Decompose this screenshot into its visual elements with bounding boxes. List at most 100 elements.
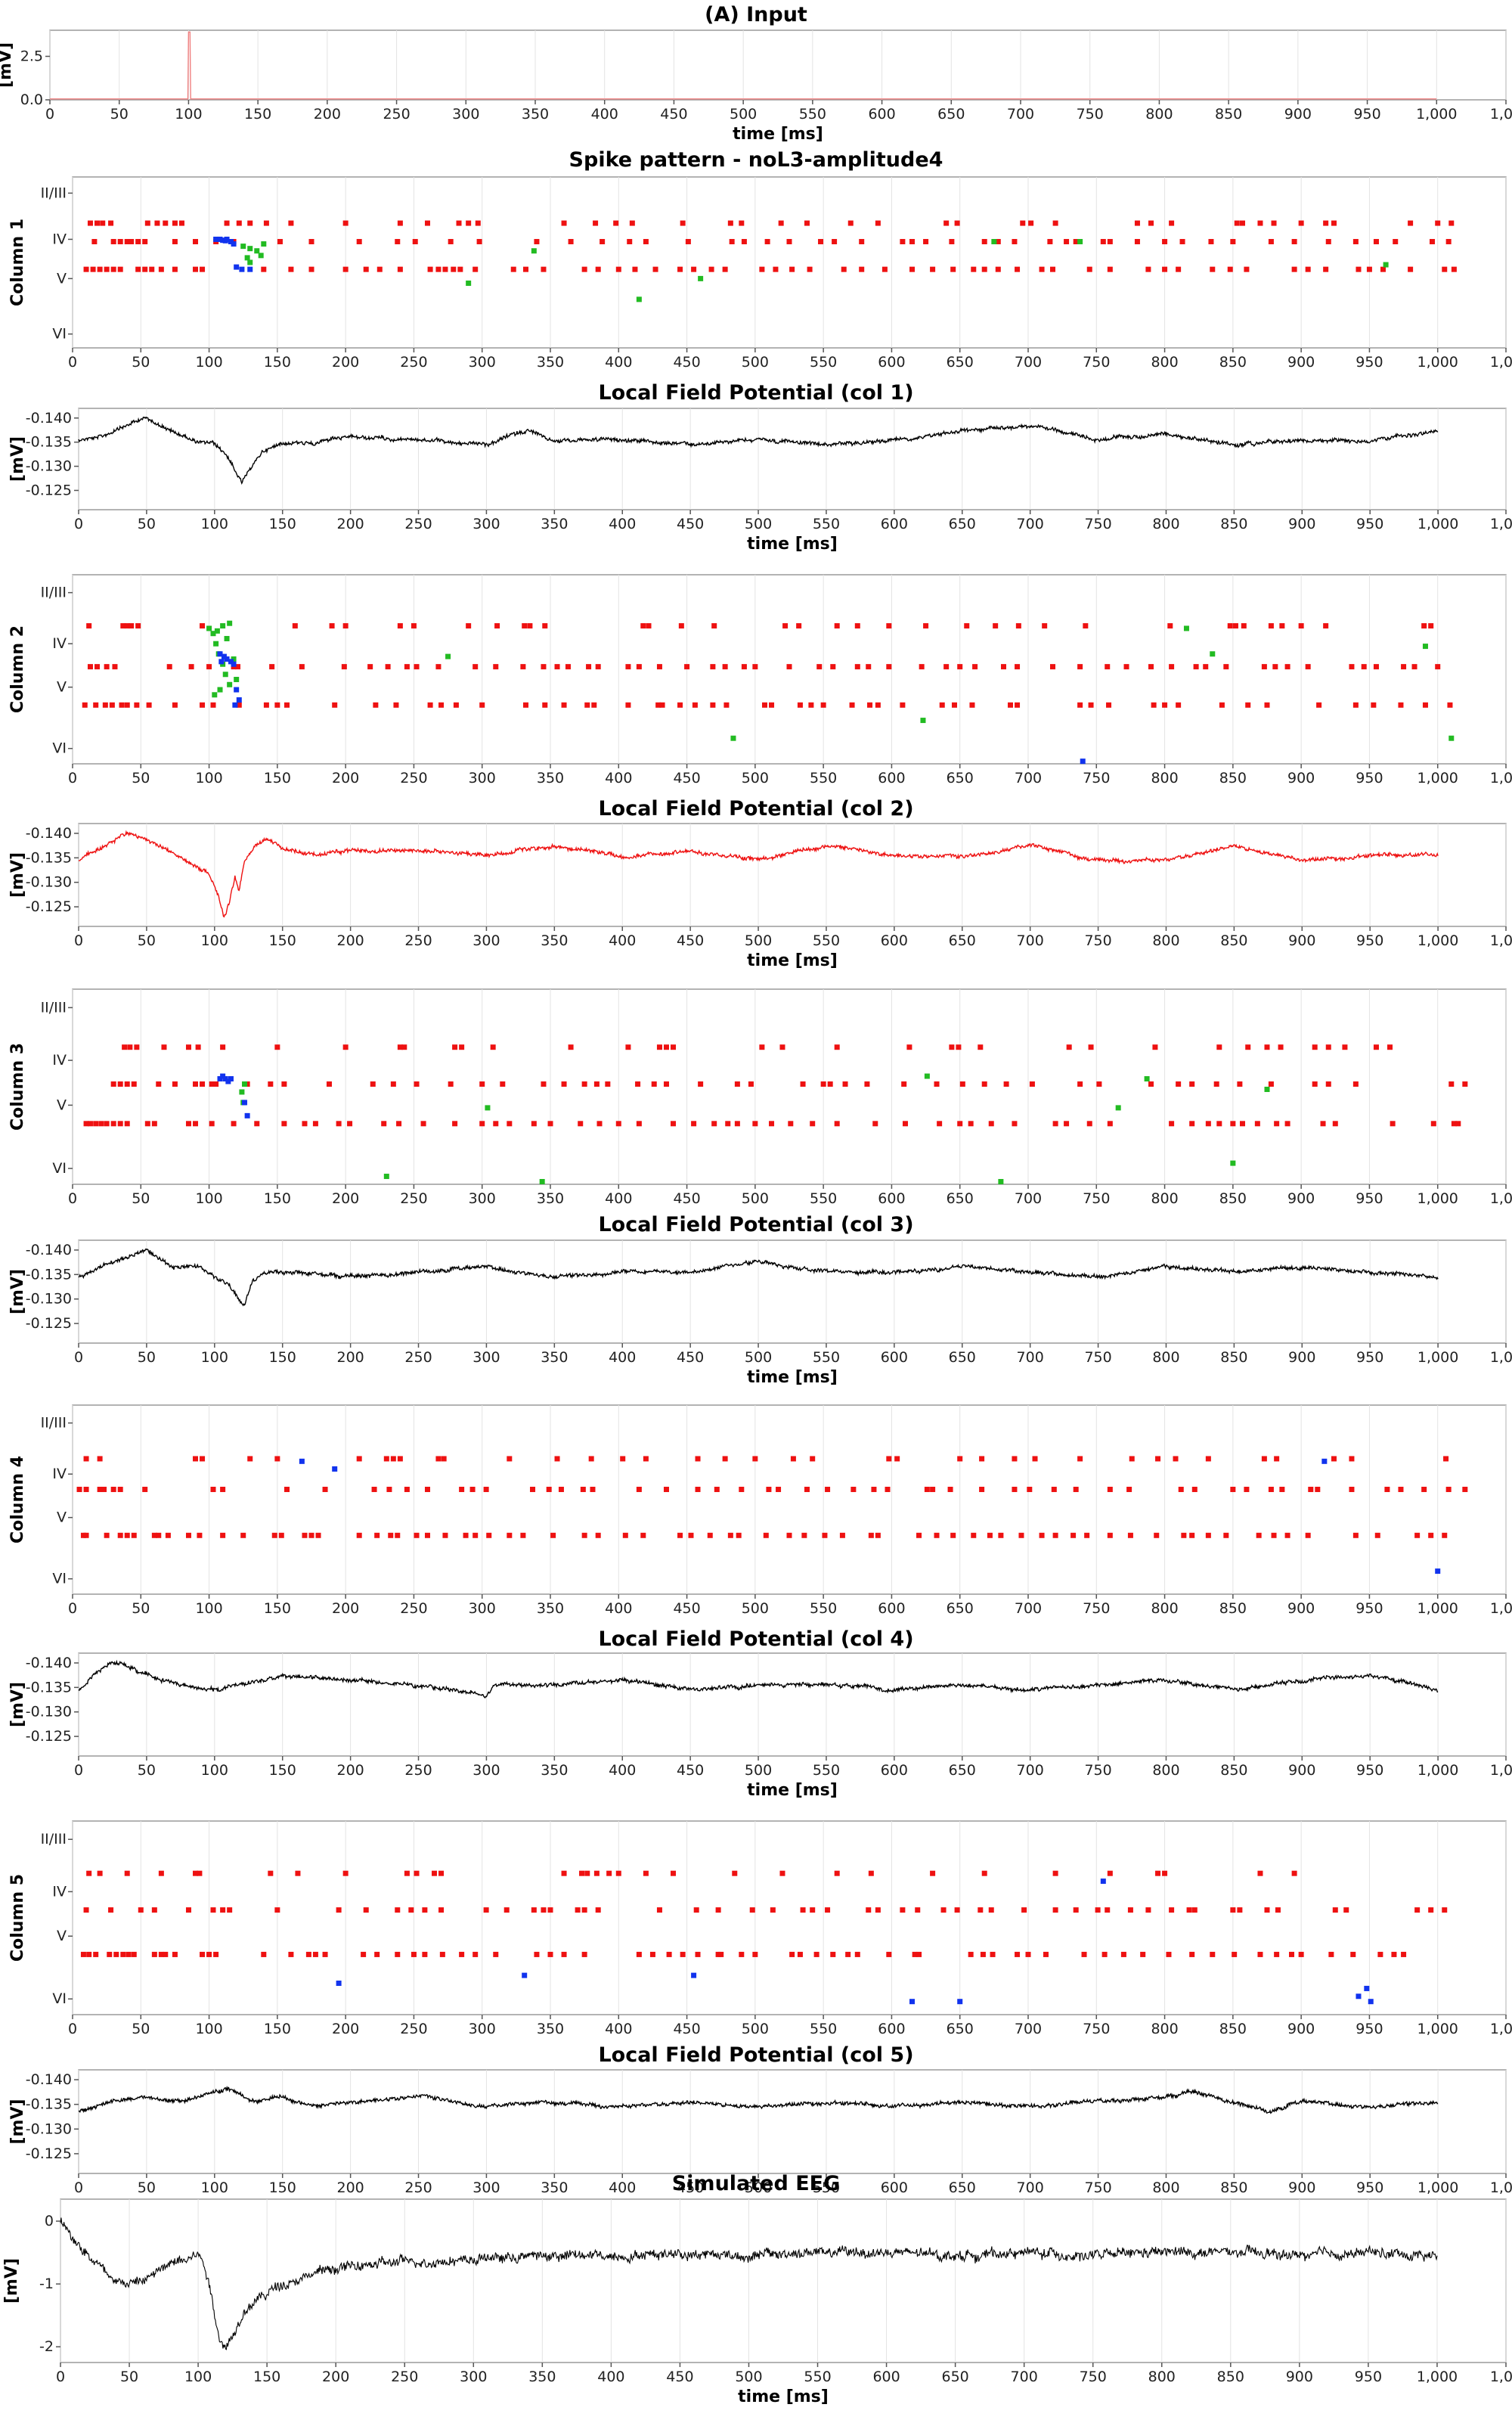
x-tick-label: 700 — [1011, 2369, 1038, 2385]
spike-point — [825, 1486, 831, 1492]
spike-point — [1323, 220, 1329, 226]
spike-point — [1189, 1951, 1195, 1957]
x-tick-label: 500 — [742, 1190, 769, 1207]
spike-point — [919, 664, 925, 670]
spike-point — [1305, 664, 1311, 670]
spike-point — [507, 1456, 513, 1462]
spike-point — [909, 266, 916, 272]
spike-point — [1308, 1486, 1314, 1492]
x-tick-label: 150 — [269, 1762, 296, 1779]
x-tick-label: 600 — [878, 2021, 905, 2037]
spike-point — [951, 702, 957, 708]
x-tick-label: 1,000 — [1418, 2021, 1458, 2037]
x-tick-label: 850 — [1219, 2021, 1247, 2037]
spike-point — [1274, 1456, 1280, 1462]
spike-point — [1230, 1121, 1236, 1127]
spike-point — [663, 1081, 669, 1087]
spike-point — [749, 1907, 755, 1913]
x-tick-label: 750 — [1084, 2179, 1111, 2196]
spike-point — [463, 1532, 469, 1538]
spike-point — [197, 1870, 203, 1876]
x-tick-label: 150 — [269, 932, 296, 949]
spike-point — [374, 1951, 380, 1957]
spike-point — [854, 623, 860, 629]
spike-point — [420, 1121, 426, 1127]
spike-point — [1052, 1121, 1058, 1127]
spike-point — [117, 239, 123, 245]
spike-point — [949, 239, 955, 245]
spike-point — [281, 1081, 287, 1087]
x-tick-label: 400 — [609, 1762, 636, 1779]
x-tick-label: 100 — [201, 2179, 228, 2196]
y-tick-label: V — [57, 270, 67, 287]
spike-point — [1325, 239, 1331, 245]
spike-point — [580, 1486, 586, 1492]
spike-point — [554, 664, 560, 670]
spike-point — [1401, 664, 1407, 670]
spike-point — [1408, 220, 1414, 226]
x-tick-label: 250 — [400, 1600, 427, 1617]
spike-point — [373, 702, 379, 708]
spike-point — [396, 1121, 402, 1127]
y-tick-label: IV — [52, 1883, 67, 1900]
spike-point — [1126, 1486, 1132, 1492]
series-line — [60, 2217, 1438, 2350]
y-axis-label: Column 2 — [8, 625, 27, 713]
spike-point — [466, 280, 472, 286]
spike-point — [1086, 1121, 1092, 1127]
y-tick-label: IV — [52, 1466, 67, 1482]
spike-point — [83, 1486, 89, 1492]
x-tick-label: 100 — [195, 1190, 222, 1207]
spike-point — [1148, 664, 1154, 670]
spike-point — [1032, 1456, 1038, 1462]
spike-point — [1325, 1044, 1331, 1050]
spike-point — [886, 623, 892, 629]
x-tick-label: 450 — [660, 106, 687, 123]
spike-point — [1123, 664, 1129, 670]
spike-point — [144, 220, 150, 226]
x-tick-label: 650 — [949, 1762, 976, 1779]
spike-point — [1077, 1081, 1083, 1087]
spike-point — [595, 664, 601, 670]
y-tick-label: II/III — [41, 185, 67, 201]
spike-point — [671, 1121, 677, 1127]
spike-point — [800, 1081, 806, 1087]
spike-point — [752, 1456, 758, 1462]
spike-point — [797, 1951, 803, 1957]
spike-point — [231, 1121, 237, 1127]
spike-point — [1278, 1044, 1284, 1050]
spike-point — [636, 296, 642, 302]
spike-point — [827, 1081, 833, 1087]
spike-point — [789, 266, 795, 272]
spike-point — [110, 1486, 116, 1492]
x-tick-label: 100 — [201, 1349, 228, 1366]
spike-point — [1398, 702, 1404, 708]
x-tick-label: 0 — [56, 2369, 65, 2385]
spike-point — [808, 702, 814, 708]
spike-point — [801, 1532, 807, 1538]
spike-point — [87, 220, 93, 226]
spike-point — [934, 1081, 940, 1087]
spike-point — [220, 1532, 226, 1538]
x-tick-label: 900 — [1287, 354, 1315, 371]
spike-point — [422, 1951, 428, 1957]
spike-point — [1232, 623, 1238, 629]
spike-point — [796, 623, 802, 629]
spike-point — [209, 1121, 215, 1127]
x-tick-label: 150 — [264, 770, 291, 786]
x-tick-label: 550 — [813, 1762, 840, 1779]
spike-point — [122, 1044, 128, 1050]
spike-point — [643, 239, 649, 245]
x-tick-label: 850 — [1219, 1600, 1247, 1617]
spike-point — [401, 1044, 407, 1050]
x-tick-label: 0 — [68, 354, 77, 371]
spike-point — [1447, 702, 1453, 708]
y-tick-label: II/III — [41, 1831, 67, 1847]
x-tick-label: 250 — [391, 2369, 418, 2385]
y-tick-label: -0.135 — [26, 1266, 72, 1283]
spike-point — [565, 664, 571, 670]
spike-point — [395, 239, 401, 245]
spike-point — [1373, 239, 1379, 245]
spike-point — [820, 1081, 826, 1087]
